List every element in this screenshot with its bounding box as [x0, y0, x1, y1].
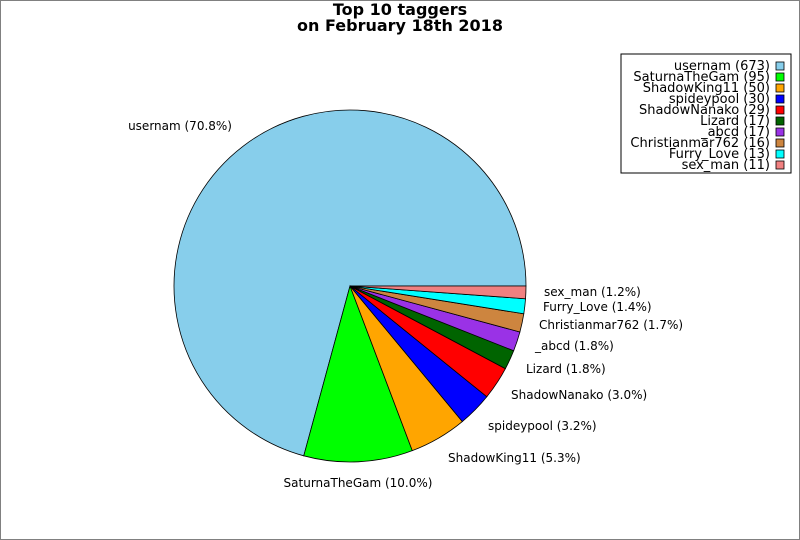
legend: usernam (673)SaturnaTheGam (95)ShadowKin…: [620, 53, 792, 174]
slice-label: Christianmar762 (1.7%): [539, 318, 683, 332]
slice-label: Furry_Love (1.4%): [543, 300, 652, 314]
legend-swatch: [775, 116, 785, 126]
pie-slice-usernam: [173, 109, 527, 457]
legend-swatch: [775, 72, 785, 82]
slice-label: ShadowNanako (3.0%): [511, 388, 647, 402]
pie-slices: [173, 109, 527, 463]
legend-swatch: [775, 127, 785, 137]
slice-label: Lizard (1.8%): [526, 362, 606, 376]
legend-swatch: [775, 160, 785, 170]
legend-entry-label: Christianmar762 (16): [630, 136, 770, 151]
slice-label: SaturnaTheGam (10.0%): [284, 476, 433, 490]
legend-entry-label: Lizard (17): [700, 114, 770, 129]
slice-label: ShadowKing11 (5.3%): [448, 451, 581, 465]
legend-swatch: [775, 94, 785, 104]
legend-swatch: [775, 105, 785, 115]
slice-label: sex_man (1.2%): [544, 285, 641, 299]
slice-label: usernam (70.8%): [128, 119, 232, 133]
pie-slice-saturnathegam: [303, 284, 413, 463]
legend-swatch: [775, 149, 785, 159]
legend-swatch: [775, 83, 785, 93]
legend-entry-label: ShadowKing11 (50): [643, 81, 770, 96]
legend-entry-label: usernam (673): [674, 59, 770, 74]
legend-box: [620, 53, 792, 174]
pie-slice-sex-man: [349, 285, 527, 300]
slice-label: spideypool (3.2%): [488, 419, 597, 433]
pie-slice-labels: usernam (70.8%) SaturnaTheGam (10.0%) Shad…: [128, 119, 683, 490]
chart-subtitle: on February 18th 2018: [297, 16, 503, 35]
legend-swatch: [775, 61, 785, 71]
legend-entry-label: Furry_Love (13): [669, 147, 770, 162]
legend-entry-label: _abcd (17): [700, 125, 770, 140]
chart-title: Top 10 taggers: [333, 0, 467, 19]
legend-entry-label: spideypool (30): [669, 92, 770, 107]
slice-label: _abcd (1.8%): [534, 339, 614, 353]
legend-swatch: [775, 138, 785, 148]
legend-items: usernam (673)SaturnaTheGam (95)ShadowKin…: [630, 59, 785, 173]
legend-entry-label: ShadowNanako (29): [639, 103, 770, 118]
legend-entry-label: SaturnaTheGam (95): [633, 70, 770, 85]
legend-entry-label: sex_man (11): [682, 158, 770, 173]
